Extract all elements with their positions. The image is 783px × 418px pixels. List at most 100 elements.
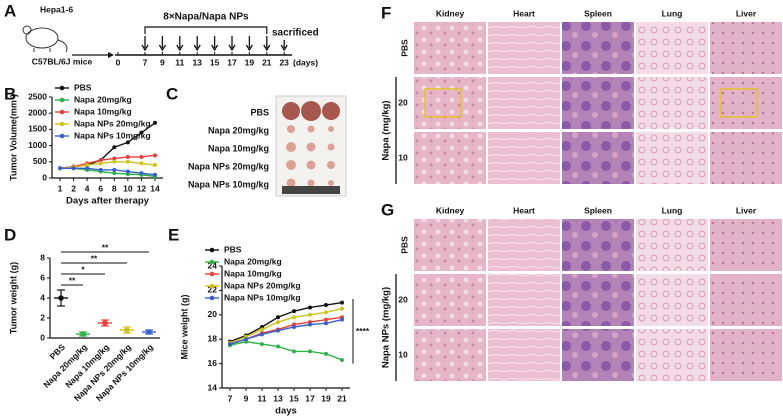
data-point: [260, 332, 264, 337]
legend-marker: [59, 133, 65, 139]
x-tick-label: 7: [228, 393, 233, 403]
histology-image: [636, 219, 708, 271]
mouse-icon: [22, 25, 68, 53]
series-line: [60, 167, 156, 176]
photo-label: Napa 10mg/kg: [208, 143, 269, 153]
highlight-box: [424, 88, 462, 118]
data-point: [112, 171, 117, 176]
timeline-day: 13: [192, 57, 202, 67]
legend-label: Napa NPs 10mg/kg: [224, 292, 301, 302]
data-point: [276, 344, 280, 349]
y-tick-label: 0: [40, 332, 45, 342]
data-point: [153, 153, 157, 158]
tumor: [307, 179, 315, 187]
legend-label: Napa NPs 10mg/kg: [74, 130, 151, 140]
column-label: Heart: [513, 205, 535, 215]
tumor: [328, 180, 334, 186]
legend-label: PBS: [224, 244, 242, 254]
timeline-day: 0: [116, 57, 121, 67]
y-tick-label: 6: [40, 272, 45, 282]
panel-letter: C: [166, 84, 178, 103]
legend-marker: [209, 259, 215, 265]
y-tick-label: 1500: [28, 124, 47, 134]
column-label: Spleen: [584, 205, 612, 215]
mean-marker: [80, 331, 86, 337]
data-point: [112, 159, 117, 164]
histology-image: [414, 274, 486, 326]
data-point: [308, 312, 312, 317]
histology-image: [710, 132, 782, 184]
data-point: [85, 166, 90, 171]
legend-marker: [209, 271, 215, 277]
data-point: [308, 349, 312, 354]
data-point: [139, 154, 144, 159]
ruler: [282, 186, 340, 194]
histology-image: [562, 22, 634, 74]
data-point: [324, 303, 328, 308]
dose-arrow-head: [211, 44, 219, 52]
data-point: [260, 342, 264, 347]
y-tick-label: 22: [208, 285, 218, 295]
panel-letter: F: [381, 3, 391, 22]
column-label: Lung: [662, 8, 683, 18]
legend-marker: [209, 295, 215, 301]
data-point: [112, 145, 117, 150]
histology-image: [562, 329, 634, 381]
row-label: 10: [398, 349, 408, 359]
data-point: [292, 315, 296, 320]
legend-label: Napa 10mg/kg: [224, 268, 282, 278]
x-tick-label: 19: [321, 393, 331, 403]
y-axis-label: Tumor weight (g): [8, 262, 18, 334]
histology-image: [488, 132, 560, 184]
y-tick-label: 2000: [28, 107, 47, 117]
data-point: [58, 166, 62, 171]
data-point: [125, 169, 130, 174]
tumor: [286, 178, 296, 188]
data-point: [98, 161, 103, 166]
legend-label: PBS: [74, 82, 92, 92]
highlight-box: [720, 88, 758, 118]
timeline-day: 19: [245, 57, 255, 67]
dose-arrow-head: [245, 44, 253, 52]
dose-arrow-head: [228, 44, 236, 52]
tumor: [286, 142, 296, 152]
tumor: [322, 102, 340, 120]
cell-line: Hepa1-6: [40, 4, 73, 14]
x-axis-label: Days after therapy: [66, 196, 150, 207]
y-axis-label: Tumor Volume(mm³): [8, 94, 18, 181]
legend-marker: [59, 109, 65, 115]
data-point: [292, 349, 296, 354]
legend-label: Napa NPs 20mg/kg: [74, 118, 151, 128]
data-point: [324, 321, 328, 326]
series-line: [59, 154, 156, 169]
x-tick-label: 6: [98, 183, 103, 193]
data-point: [340, 357, 344, 362]
series-line: [229, 318, 343, 345]
data-point: [276, 328, 280, 333]
data-point: [153, 163, 157, 168]
panel-letter: E: [168, 225, 179, 244]
column-label: Kidney: [436, 205, 465, 215]
tumor: [282, 102, 300, 120]
histology-image: [562, 274, 634, 326]
significance: **: [69, 275, 76, 285]
data-point: [71, 166, 76, 171]
x-tick-label: 10: [123, 183, 133, 193]
timeline-day: 11: [175, 57, 184, 67]
data-point: [112, 156, 117, 161]
histology-image: [488, 219, 560, 271]
y-tick-label: 0: [42, 172, 47, 182]
dose-arrow-head: [176, 44, 184, 52]
group-label: Napa (mg/kg): [381, 100, 392, 160]
x-tick-label: 14: [150, 183, 160, 193]
photo-label: Napa NPs 10mg/kg: [188, 179, 269, 189]
mean-marker: [146, 329, 152, 335]
histology-image: [636, 132, 708, 184]
data-point: [260, 327, 264, 332]
histology-image: [710, 22, 782, 74]
panel-letter: A: [4, 1, 16, 20]
data-point: [276, 315, 280, 320]
x-tick-label: 15: [289, 393, 299, 403]
histology-image: [710, 77, 782, 129]
photo-label: Napa NPs 20mg/kg: [188, 161, 269, 171]
